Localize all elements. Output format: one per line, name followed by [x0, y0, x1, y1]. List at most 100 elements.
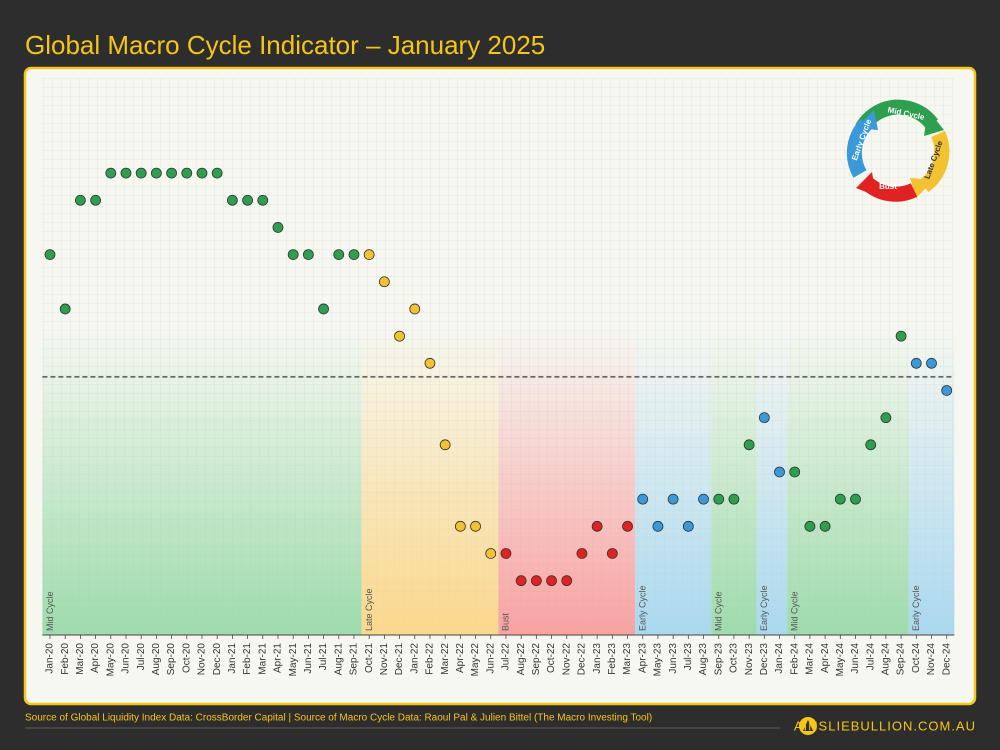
dot — [561, 575, 573, 587]
x-tick-label: Feb-22 — [425, 643, 436, 675]
x-tick-label: Feb-23 — [607, 643, 618, 675]
phase-band — [361, 78, 499, 635]
phase-band — [787, 78, 909, 635]
x-tick-label: Dec-22 — [577, 643, 588, 676]
phase-label: Mid Cycle — [714, 591, 724, 631]
dot — [515, 575, 527, 587]
phase-label: Mid Cycle — [789, 591, 799, 631]
x-tick-label: Jul-22 — [501, 643, 512, 671]
dot — [652, 520, 664, 532]
x-tick-label: Dec-23 — [759, 643, 770, 676]
dot — [470, 520, 481, 532]
dot — [226, 194, 238, 206]
dot — [424, 357, 436, 369]
cycle-arrow — [856, 172, 876, 196]
cycle-label: Bust — [879, 182, 897, 191]
x-tick-label: Feb-24 — [789, 643, 800, 675]
dot — [622, 520, 633, 532]
x-tick-label: May-21 — [288, 643, 299, 677]
x-tick-label: Jun-24 — [850, 643, 861, 674]
cycle-arrow — [910, 178, 934, 198]
dot — [804, 520, 816, 532]
phase-label: Mid Cycle — [45, 591, 55, 631]
dot — [698, 493, 709, 505]
plot-area: Mid Cycle Late Cycle Bust Early Cycle Mid Cy… — [42, 78, 955, 677]
x-tick-label: Jan-23 — [592, 643, 603, 674]
phase-band — [711, 78, 757, 635]
x-tick-label: Aug-23 — [698, 643, 709, 676]
x-tick-label: Sep-20 — [166, 643, 177, 676]
dot — [576, 548, 588, 559]
x-tick-label: Nov-24 — [926, 643, 937, 676]
cycle-arrow — [924, 110, 944, 136]
x-tick-label: Mar-24 — [805, 643, 816, 675]
x-tick-label: Aug-22 — [516, 643, 527, 676]
dot — [44, 249, 56, 261]
phase-label: Early Cycle — [638, 585, 648, 631]
dot — [287, 249, 299, 261]
x-tick-label: Mar-23 — [622, 643, 633, 675]
x-tick-label: Jan-21 — [227, 643, 238, 674]
x-tick-label: Aug-21 — [333, 643, 344, 676]
dot — [713, 493, 725, 505]
dot — [667, 493, 679, 505]
brand: AINSLIEBULLION.COM.AU — [794, 718, 976, 733]
dot — [348, 249, 360, 261]
dot — [485, 548, 497, 559]
x-tick-label: May-20 — [105, 643, 116, 677]
x-tick-label: Jun-21 — [303, 643, 314, 674]
x-tick-label: Dec-20 — [212, 643, 223, 676]
dot — [637, 493, 649, 505]
x-tick-label: Aug-24 — [881, 643, 892, 676]
dot — [302, 249, 314, 261]
x-tick-label: Apr-21 — [273, 643, 284, 673]
x-tick-label: May-23 — [653, 643, 664, 677]
dot — [606, 548, 618, 559]
dot — [454, 520, 466, 532]
x-tick-label: Nov-23 — [744, 643, 755, 676]
x-tick-label: Jul-24 — [865, 643, 876, 671]
x-tick-label: May-22 — [470, 643, 481, 677]
dot — [166, 167, 177, 179]
dot — [743, 439, 755, 451]
dot — [546, 575, 557, 587]
dot — [150, 167, 162, 179]
x-tick-label: Nov-21 — [379, 643, 390, 676]
x-tick-label: Sep-22 — [531, 643, 542, 676]
source-note: Source of Global Liquidity Index Data: C… — [25, 713, 652, 724]
x-tick-label: Aug-20 — [151, 643, 162, 676]
phase-band — [756, 78, 788, 635]
dot — [318, 303, 329, 315]
x-tick-label: Mar-20 — [75, 643, 86, 675]
x-tick-label: Sep-24 — [896, 643, 907, 676]
dot — [591, 520, 603, 532]
x-tick-label: Dec-24 — [941, 643, 952, 676]
x-tick-label: Jul-23 — [683, 643, 694, 671]
dot — [135, 167, 147, 179]
dot — [895, 330, 907, 342]
x-tick-label: Dec-21 — [394, 643, 405, 676]
dot — [181, 167, 193, 179]
dot — [926, 357, 937, 369]
x-tick-label: Jan-24 — [774, 643, 785, 674]
x-tick-label: Jul-20 — [136, 643, 147, 671]
x-tick-label: Jun-22 — [485, 643, 496, 674]
dot — [378, 276, 390, 288]
dot — [789, 466, 801, 478]
x-tick-label: Jan-20 — [45, 643, 56, 674]
x-tick-label: Feb-20 — [60, 643, 71, 675]
x-tick-label: Jul-21 — [318, 643, 329, 671]
brand-logo-mark — [803, 720, 813, 731]
dot — [242, 194, 253, 206]
dot — [682, 520, 694, 532]
x-tick-label: Jan-22 — [409, 643, 420, 674]
dot — [728, 493, 740, 505]
phase-band — [635, 78, 712, 635]
x-tick-label: Apr-22 — [455, 643, 466, 673]
x-tick-label: Nov-22 — [561, 643, 572, 676]
dot — [363, 249, 375, 261]
dot — [74, 194, 86, 206]
dot — [211, 167, 223, 179]
x-tick-label: Oct-22 — [546, 643, 557, 673]
